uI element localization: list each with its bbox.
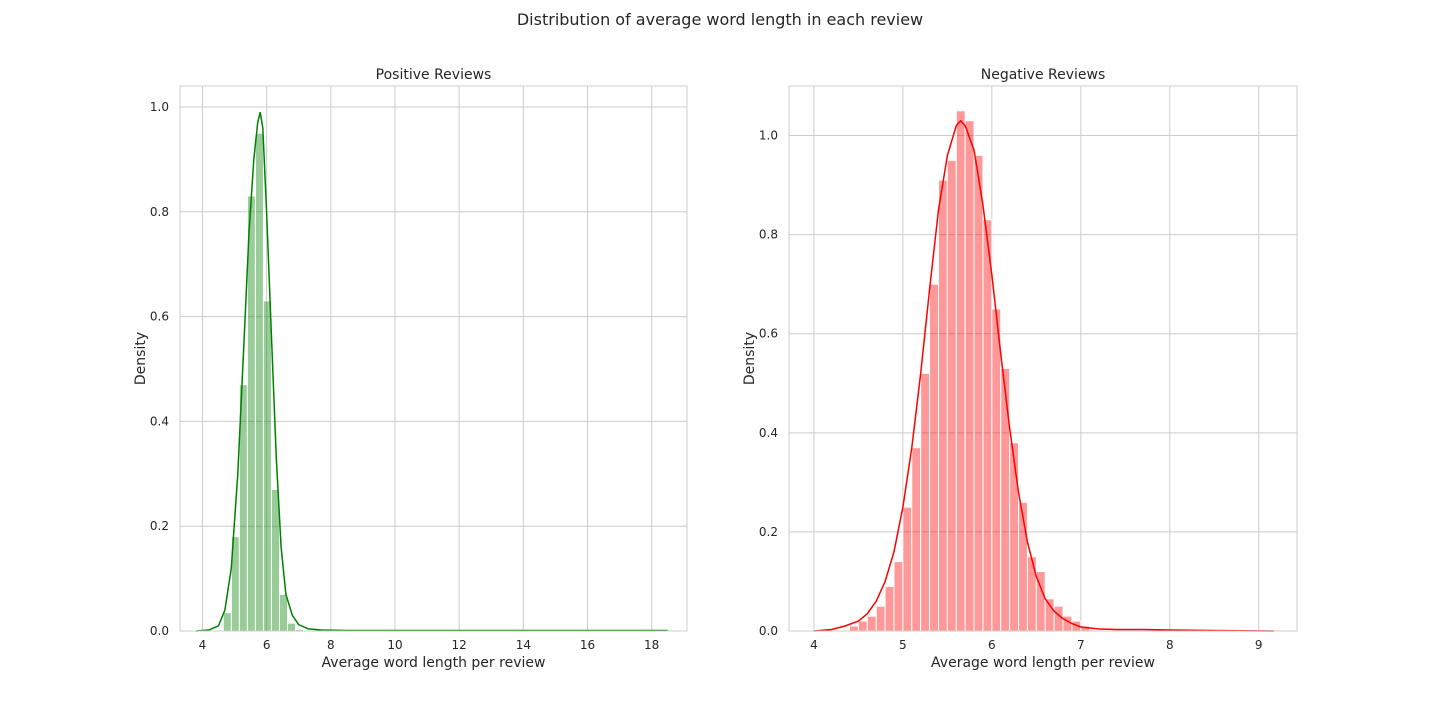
positive-axes-frame	[179, 85, 688, 632]
negative-hist-bar-20	[1026, 556, 1037, 632]
negative-ytick-label: 0.2	[759, 525, 778, 539]
negative-reviews-panel: 4 5 6 7 8 9 0.0 0.2 0.4 0.6 0.8 1.0 Negative Reviews…	[742, 67, 1298, 671]
positive-hist-bar-8	[286, 622, 297, 632]
positive-xtick-label: 16	[580, 638, 595, 652]
negative-hist-bar-13	[964, 120, 975, 632]
negative-hist-bar-16	[991, 308, 1002, 632]
positive-ytick-label: 0.4	[150, 414, 169, 428]
negative-hist-bar-11	[946, 159, 957, 632]
positive-hist-bar-3	[246, 195, 256, 632]
negative-xtick-label: 8	[1166, 638, 1174, 652]
negative-hist-bar-10	[937, 179, 948, 632]
positive-xtick-label: 4	[199, 638, 207, 652]
negative-xtick-label: 7	[1077, 638, 1085, 652]
negative-axes-frame	[788, 85, 1298, 632]
negative-panel-title: Negative Reviews	[981, 67, 1106, 83]
negative-ytick-label: 0.4	[759, 426, 778, 440]
negative-hist-bar-22	[1044, 598, 1055, 632]
positive-ytick-label: 1.0	[150, 100, 169, 114]
positive-ytick-label: 0.8	[150, 205, 169, 219]
negative-hist-bar-8	[920, 372, 931, 632]
negative-hist-bar-15	[982, 219, 993, 632]
figure-title: Distribution of average word length in e…	[516, 10, 924, 29]
negative-hist-bar-3	[875, 605, 886, 632]
positive-hist-bar-6	[270, 489, 280, 632]
negative-hist-bar-23	[1053, 605, 1064, 632]
negative-xtick-label: 6	[988, 638, 996, 652]
negative-x-axis-label: Average word length per review	[931, 655, 1155, 671]
negative-hist-bar-2	[866, 615, 877, 632]
positive-x-axis-label: Average word length per review	[322, 655, 546, 671]
positive-ytick-label: 0.0	[150, 624, 169, 638]
positive-hist-bar-7	[278, 593, 288, 632]
positive-reviews-panel: 4 6 8 10 12 14 16 18 0.0 0.2 0.4 0.6 0.8 1.0 Positive …	[133, 67, 688, 671]
negative-hist-bar-19	[1018, 501, 1028, 632]
positive-xtick-label: 6	[263, 638, 271, 652]
positive-ytick-label: 0.2	[150, 519, 169, 533]
positive-hist-bar-5	[262, 300, 272, 632]
negative-ytick-label: 0.0	[759, 624, 778, 638]
negative-ytick-label: 0.8	[759, 228, 778, 242]
negative-hist-bar-6	[902, 506, 913, 632]
negative-hist-bar-14	[973, 154, 984, 632]
negative-hist-bar-9	[929, 283, 939, 632]
negative-y-axis-label: Density	[742, 332, 758, 385]
negative-ytick-label: 0.6	[759, 327, 778, 341]
negative-hist-bar-12	[955, 110, 966, 632]
positive-xtick-label: 18	[644, 638, 659, 652]
negative-hist-bar-4	[884, 585, 895, 632]
positive-xtick-label: 14	[516, 638, 531, 652]
positive-y-axis-label: Density	[133, 332, 149, 385]
positive-panel-title: Positive Reviews	[376, 67, 492, 83]
negative-hist-bar-1	[857, 620, 868, 632]
positive-xtick-label: 12	[452, 638, 467, 652]
negative-kde-line	[813, 119, 1274, 632]
negative-xtick-label: 9	[1255, 638, 1263, 652]
positive-hist-bar-4	[254, 132, 264, 632]
negative-ytick-label: 1.0	[759, 129, 778, 143]
negative-hist-bar-0	[848, 625, 859, 632]
negative-hist-bar-7	[911, 447, 922, 632]
positive-ytick-label: 0.6	[150, 310, 169, 324]
negative-hist-bar-18	[1009, 442, 1020, 632]
positive-hist-bar-0	[222, 612, 232, 632]
negative-xtick-label: 5	[899, 638, 907, 652]
negative-xtick-label: 4	[810, 638, 818, 652]
negative-hist-bar-17	[1000, 367, 1011, 632]
positive-xtick-label: 10	[387, 638, 402, 652]
positive-xtick-label: 8	[327, 638, 335, 652]
negative-hist-bar-5	[893, 561, 904, 632]
